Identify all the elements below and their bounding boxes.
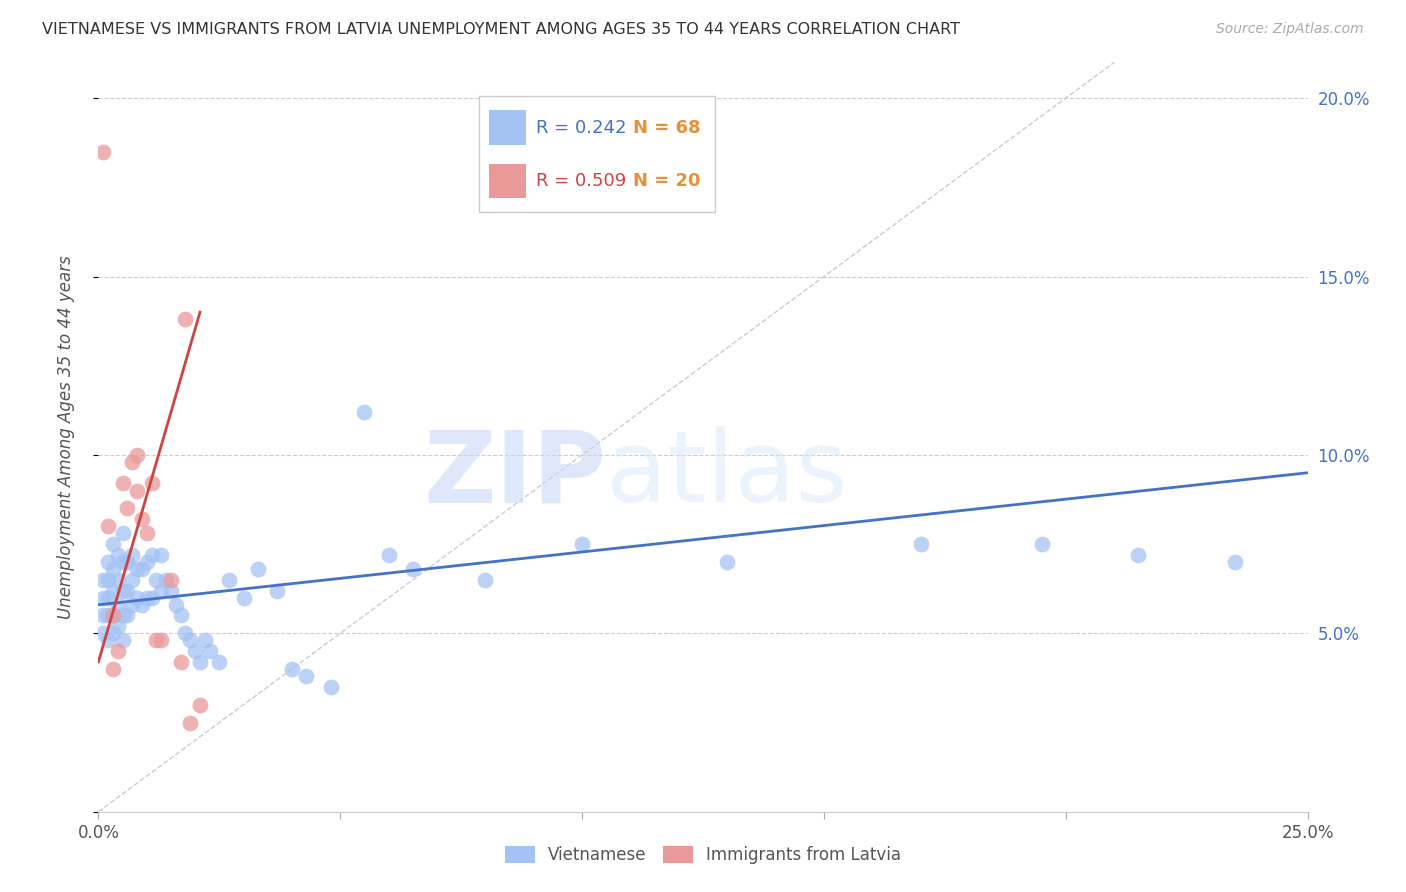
Point [111,555,134,569]
Point [117,501,139,516]
Point [127,591,149,605]
Point [1031,537,1053,551]
Text: VIETNAMESE VS IMMIGRANTS FROM LATVIA UNEMPLOYMENT AMONG AGES 35 TO 44 YEARS CORR: VIETNAMESE VS IMMIGRANTS FROM LATVIA UNE… [42,22,960,37]
Point [111,526,134,541]
Point [188,655,211,669]
Point [111,583,134,598]
Point [377,548,399,562]
Y-axis label: Unemployment Among Ages 35 to 44 years: Unemployment Among Ages 35 to 44 years [56,255,75,619]
Point [188,698,211,712]
Point [1223,555,1246,569]
Point [107,548,129,562]
Point [127,483,149,498]
Point [145,633,167,648]
Point [402,562,425,576]
Point [91,608,114,623]
Point [91,573,114,587]
Point [208,655,231,669]
Point [101,537,124,551]
Point [179,633,201,648]
Point [97,573,120,587]
Point [150,583,173,598]
Point [117,583,139,598]
Point [179,715,201,730]
Point [97,591,120,605]
Point [101,608,124,623]
Point [266,583,288,598]
Point [141,476,163,491]
Point [281,662,304,676]
Point [150,548,173,562]
Point [194,633,217,648]
Point [111,608,134,623]
Point [127,562,149,576]
Point [135,591,157,605]
Point [174,312,197,326]
Point [716,555,738,569]
Point [135,555,157,569]
Point [131,562,153,576]
Point [101,608,124,623]
Point [97,608,120,623]
Point [150,633,173,648]
Point [169,608,191,623]
Point [107,598,129,612]
Text: atlas: atlas [606,426,848,523]
Point [127,448,149,462]
Point [131,598,153,612]
Point [232,591,254,605]
Point [97,633,120,648]
Point [121,573,143,587]
Point [97,519,120,533]
Text: Source: ZipAtlas.com: Source: ZipAtlas.com [1216,22,1364,37]
Point [97,555,120,569]
Point [121,455,143,469]
Point [91,626,114,640]
Point [295,669,318,683]
Point [101,662,124,676]
Point [198,644,221,658]
Point [111,476,134,491]
Point [91,591,114,605]
Point [141,548,163,562]
Point [169,655,191,669]
Point [247,562,270,576]
Legend: Vietnamese, Immigrants from Latvia: Vietnamese, Immigrants from Latvia [498,839,908,871]
Point [160,573,183,587]
Point [111,633,134,648]
Point [160,583,183,598]
Point [107,573,129,587]
Point [910,537,932,551]
Point [131,512,153,526]
Point [101,562,124,576]
Point [107,644,129,658]
Point [218,573,240,587]
Point [1128,548,1150,562]
Point [165,598,187,612]
Point [184,644,207,658]
Point [101,626,124,640]
Point [117,608,139,623]
Point [174,626,197,640]
Point [141,591,163,605]
Point [571,537,593,551]
Point [121,548,143,562]
Point [474,573,496,587]
Point [145,573,167,587]
Point [155,573,177,587]
Point [91,145,114,159]
Point [135,526,157,541]
Point [121,598,143,612]
Point [319,680,342,694]
Point [117,555,139,569]
Point [107,619,129,633]
Point [353,405,375,419]
Text: ZIP: ZIP [423,426,606,523]
Point [101,583,124,598]
